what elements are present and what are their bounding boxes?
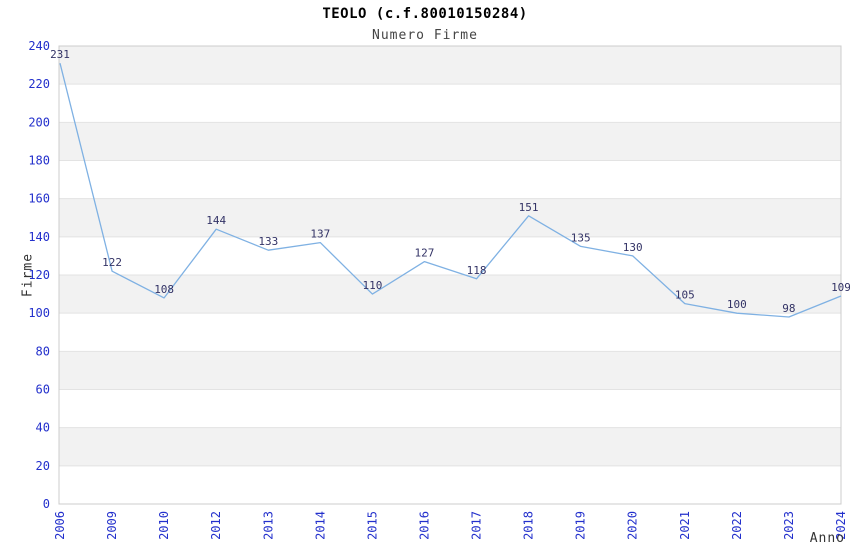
- x-tick-label: 2020: [626, 511, 640, 540]
- point-label: 109: [831, 281, 850, 294]
- point-label: 231: [50, 48, 70, 61]
- plot-band: [59, 351, 841, 390]
- point-label: 144: [206, 214, 226, 227]
- point-label: 122: [102, 256, 122, 269]
- y-tick-label: 180: [28, 154, 50, 168]
- x-tick-label: 2013: [261, 511, 275, 540]
- chart-title: TEOLO (c.f.80010150284): [322, 6, 528, 22]
- point-label: 98: [782, 302, 795, 315]
- plot-band: [59, 427, 841, 466]
- y-tick-label: 0: [43, 497, 50, 511]
- chart-subtitle: Numero Firme: [372, 28, 478, 43]
- x-tick-label: 2024: [834, 511, 848, 540]
- point-label: 105: [675, 289, 695, 302]
- x-tick-label: 2021: [678, 511, 692, 540]
- y-tick-label: 80: [36, 344, 50, 358]
- x-tick-label: 2010: [157, 511, 171, 540]
- point-label: 127: [415, 247, 435, 260]
- data-line: [59, 63, 842, 318]
- y-tick-label: 100: [28, 306, 50, 320]
- x-tick-label: 2014: [313, 511, 327, 540]
- y-tick-label: 40: [36, 421, 50, 435]
- point-label: 118: [467, 264, 487, 277]
- x-axis-title: Anno: [809, 531, 845, 546]
- y-tick-label: 20: [36, 459, 50, 473]
- point-label: 137: [310, 228, 330, 241]
- plot-band: [59, 275, 841, 314]
- plot-band: [59, 198, 841, 237]
- y-tick-label: 220: [28, 77, 50, 91]
- y-tick-label: 200: [28, 115, 50, 129]
- point-label: 100: [727, 298, 747, 311]
- x-tick-label: 2023: [782, 511, 796, 540]
- point-label: 130: [623, 241, 643, 254]
- x-tick-label: 2012: [209, 511, 223, 540]
- x-tick-label: 2016: [417, 511, 431, 540]
- y-tick-label: 240: [28, 39, 50, 53]
- y-tick-label: 120: [28, 268, 50, 282]
- point-label: 135: [571, 231, 591, 244]
- point-label: 110: [362, 279, 382, 292]
- y-tick-label: 160: [28, 192, 50, 206]
- x-tick-label: 2015: [365, 511, 379, 540]
- y-tick-label: 60: [36, 383, 50, 397]
- point-label: 151: [519, 201, 539, 214]
- x-tick-label: 2022: [730, 511, 744, 540]
- plot-border: [58, 45, 842, 505]
- y-tick-label: 140: [28, 230, 50, 244]
- plot-band: [59, 122, 841, 161]
- x-tick-label: 2018: [522, 511, 536, 540]
- point-label: 133: [258, 235, 278, 248]
- x-tick-label: 2009: [105, 511, 119, 540]
- plot-band: [59, 46, 841, 85]
- x-tick-label: 2006: [53, 511, 67, 540]
- point-label: 108: [154, 283, 174, 296]
- x-tick-label: 2017: [470, 511, 484, 540]
- x-tick-label: 2019: [574, 511, 588, 540]
